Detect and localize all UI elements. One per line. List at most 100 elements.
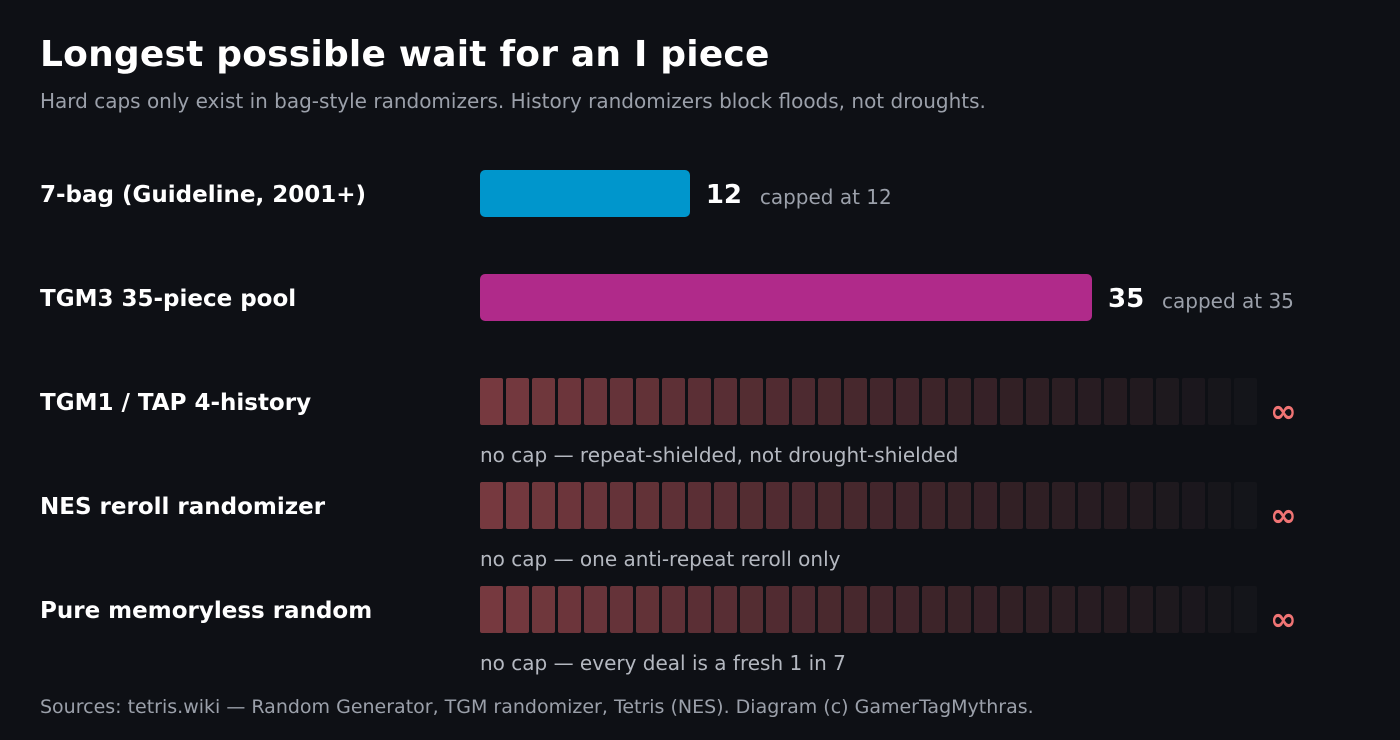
wait-cell [688,586,711,633]
sources-footer: Sources: tetris.wiki — Random Generator,… [40,696,1034,718]
wait-cell [948,586,971,633]
wait-cell [1208,482,1231,529]
wait-cell [1104,482,1127,529]
wait-cell [558,378,581,425]
wait-cell [636,378,659,425]
cap-note: capped at 12 [759,185,892,209]
wait-cell [1182,482,1205,529]
wait-cell [766,378,789,425]
wait-cell [870,482,893,529]
wait-cell [662,482,685,529]
wait-cell [610,378,633,425]
wait-cell [480,586,503,633]
wait-cell [974,586,997,633]
wait-cell [1208,586,1231,633]
bar-0 [480,170,690,217]
wait-cell [740,482,763,529]
bar-1 [480,274,1092,321]
wait-cell [844,482,867,529]
cap-note: capped at 35 [1162,289,1294,313]
wait-cell [818,378,841,425]
wait-cell [896,482,919,529]
wait-cell [1104,586,1127,633]
wait-cell [584,482,607,529]
wait-cell [532,586,555,633]
uncapped-bar-2 [480,378,1260,425]
category-label: 7-bag (Guideline, 2001+) [40,182,366,208]
wait-cell [1234,586,1257,633]
wait-cell [688,378,711,425]
chart-subtitle: Hard caps only exist in bag-style random… [40,89,986,113]
wait-cell [740,378,763,425]
wait-cell [1156,482,1179,529]
infinity-label: ∞ [1270,496,1297,534]
wait-cell [1026,586,1049,633]
wait-cell [1052,482,1075,529]
wait-cell [584,586,607,633]
wait-cell [792,482,815,529]
wait-cell [1234,482,1257,529]
wait-cell [1078,586,1101,633]
wait-cell [948,482,971,529]
wait-cell [1130,586,1153,633]
wait-cell [506,378,529,425]
wait-cell [1078,482,1101,529]
wait-cell [1130,378,1153,425]
category-label: TGM1 / TAP 4-history [40,390,312,416]
wait-cell [1026,482,1049,529]
wait-cell [870,586,893,633]
wait-cell [896,586,919,633]
cap-note: no cap — repeat-shielded, not drought-sh… [480,443,959,467]
wait-cell [766,586,789,633]
wait-cell [1000,482,1023,529]
wait-cell [1052,378,1075,425]
wait-cell [1000,378,1023,425]
wait-cell [480,482,503,529]
value-label: 12 [705,180,743,210]
wait-cell [1130,482,1153,529]
wait-cell [532,378,555,425]
wait-cell [662,378,685,425]
wait-cell [1000,586,1023,633]
category-label: TGM3 35-piece pool [40,286,297,312]
wait-cell [1026,378,1049,425]
wait-cell [948,378,971,425]
wait-cell [792,378,815,425]
wait-cell [844,586,867,633]
cap-note: no cap — one anti-repeat reroll only [480,547,841,571]
uncapped-bar-3 [480,482,1260,529]
wait-cell [922,482,945,529]
wait-cell [636,586,659,633]
infinity-label: ∞ [1270,600,1297,638]
wait-cell [610,586,633,633]
wait-cell [844,378,867,425]
wait-cell [818,586,841,633]
chart-title: Longest possible wait for an I piece [40,34,770,75]
cap-note: no cap — every deal is a fresh 1 in 7 [480,651,846,675]
wait-cell [1104,378,1127,425]
wait-cell [558,482,581,529]
wait-cell [740,586,763,633]
wait-cell [1078,378,1101,425]
infinity-label: ∞ [1270,392,1297,430]
wait-cell [714,482,737,529]
wait-cell [974,482,997,529]
wait-cell [714,378,737,425]
value-label: 35 [1108,284,1145,314]
wait-cell [480,378,503,425]
wait-cell [922,586,945,633]
category-label: NES reroll randomizer [40,494,326,520]
wait-cell [558,586,581,633]
wait-cell [506,482,529,529]
wait-cell [714,586,737,633]
wait-cell [766,482,789,529]
wait-cell [974,378,997,425]
wait-cell [1208,378,1231,425]
wait-cell [1234,378,1257,425]
wait-cell [610,482,633,529]
wait-cell [870,378,893,425]
wait-cell [532,482,555,529]
wait-cell [688,482,711,529]
wait-cell [636,482,659,529]
wait-cell [1182,378,1205,425]
